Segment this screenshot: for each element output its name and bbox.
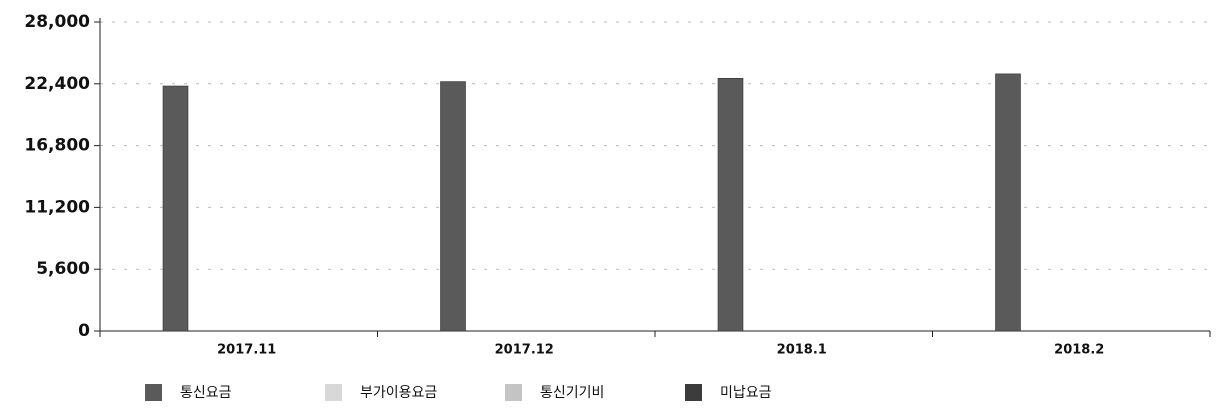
legend-label: 통신요금: [180, 385, 232, 401]
y-tick-label: 0: [78, 321, 90, 341]
legend-swatch: [685, 384, 702, 401]
y-tick-label: 11,200: [24, 197, 90, 217]
x-tick-label: 2018.1: [777, 343, 827, 358]
y-tick-label: 28,000: [24, 12, 90, 32]
legend-swatch: [505, 384, 522, 401]
bar: [717, 77, 744, 332]
y-tick-label: 5,600: [36, 259, 90, 279]
legend-label: 미납요금: [720, 385, 772, 401]
x-tick-label: 2017.12: [495, 343, 554, 358]
bar: [162, 85, 189, 332]
y-tick-label: 22,400: [24, 74, 90, 94]
legend-label: 부가이용요금: [360, 385, 437, 401]
legend-swatch: [325, 384, 342, 401]
y-tick-label: 16,800: [24, 136, 90, 156]
bar: [995, 73, 1021, 332]
x-tick-label: 2018.2: [1054, 343, 1104, 358]
legend-swatch: [145, 384, 162, 401]
legend-label: 통신기기비: [540, 385, 604, 401]
bar: [440, 81, 466, 332]
x-tick-label: 2017.11: [217, 343, 276, 358]
